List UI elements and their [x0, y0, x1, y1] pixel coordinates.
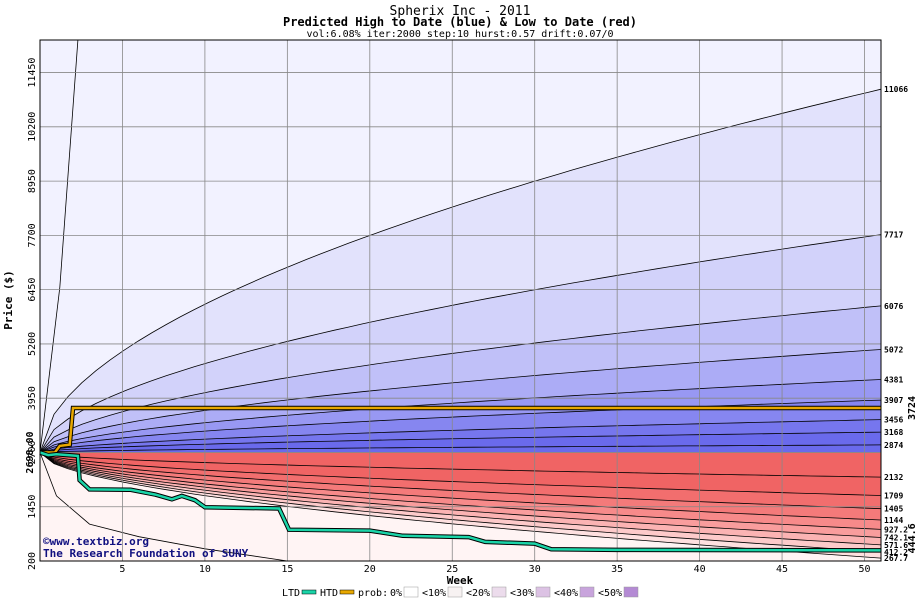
band-boundary-5 [39, 379, 882, 453]
band-end-label: 571.6 [884, 541, 908, 550]
high-band-9 [40, 444, 881, 453]
y-tick-label: 2700 [27, 440, 38, 464]
band-end-label: 2132 [884, 473, 903, 482]
band-end-label: 1405 [884, 505, 903, 514]
ltd-line [39, 451, 882, 552]
legend-prob-label: prob: [358, 588, 388, 599]
y-tick-label: 1450 [27, 495, 38, 519]
band-end-label: 5072 [884, 345, 903, 354]
legend-htd-swatch [339, 589, 355, 595]
band-boundary-17 [39, 452, 882, 553]
x-tick-label: 45 [776, 564, 788, 575]
band-boundary-4 [39, 349, 882, 453]
x-axis-label: Week [447, 574, 474, 587]
x-tick-label: 40 [694, 564, 706, 575]
legend-prob-swatch [623, 586, 639, 598]
legend-prob-item-label: <10% [422, 588, 446, 599]
y-tick-label: 5200 [27, 332, 38, 356]
chart-parameters: vol:6.08% iter:2000 step:10 hurst:0.57 d… [306, 29, 613, 40]
y-tick-label: 200 [27, 552, 38, 570]
htd-level-label: 3724 [907, 396, 918, 420]
band-boundary-14 [39, 452, 882, 530]
chart-subtitle: Predicted High to Date (blue) & Low to D… [283, 15, 637, 29]
band-boundary-8 [39, 431, 882, 453]
band-end-label: 1144 [884, 516, 903, 525]
band-end-label: 412.2 [884, 548, 908, 557]
y-tick-label: 10200 [27, 112, 38, 142]
y-axis-label: Price ($) [2, 270, 15, 330]
max-high-whisker [39, 39, 79, 453]
band-boundary-7 [39, 419, 882, 453]
band-end-labels: 11066 7717 6076 5072 4381 3907 3456 3168 2874 213… [884, 85, 918, 563]
x-tick-label: 25 [446, 564, 458, 575]
legend-prob-swatch [491, 586, 507, 598]
low-band-1 [40, 452, 881, 478]
band-end-label: 6076 [884, 302, 903, 311]
credit-website: ©www.textbiz.org [43, 535, 149, 548]
legend-prob-item-label: <30% [510, 588, 534, 599]
y-tick-label: 11450 [27, 58, 38, 88]
legend-prob-item-label: <20% [466, 588, 490, 599]
legend-prob-swatch [447, 586, 463, 598]
legend-prob-swatch [535, 586, 551, 598]
legend-prob-item-label: 0% [390, 588, 402, 599]
x-tick-label: 15 [281, 564, 293, 575]
y-tick-label: 8950 [27, 169, 38, 193]
legend-ltd-label: LTD [282, 588, 300, 599]
legend: LTD HTD prob: 0% <10% <20% <30% <40% <50% [282, 586, 639, 599]
band-boundary-10 [39, 452, 882, 478]
x-tick-label: 35 [611, 564, 623, 575]
x-tick-label: 30 [529, 564, 541, 575]
band-end-label: 11066 [884, 85, 908, 94]
band-end-label: 3456 [884, 416, 903, 425]
min-low-whisker [39, 452, 288, 562]
probability-bands [39, 39, 882, 562]
x-tick-label: 10 [199, 564, 211, 575]
grid-lines [40, 40, 881, 562]
band-end-label: 2874 [884, 441, 903, 450]
band-boundary-11 [39, 452, 882, 496]
band-boundary-2 [39, 234, 882, 453]
band-boundary-1 [39, 88, 882, 453]
x-tick-label: 5 [119, 564, 125, 575]
band-boundary-12 [39, 452, 882, 510]
start-price-label: 2698.00 [25, 431, 36, 473]
series-lines [39, 405, 882, 553]
y-tick-label: 3950 [27, 386, 38, 410]
band-end-label: 742.1 [884, 533, 908, 542]
legend-htd-label: HTD [320, 588, 338, 599]
x-tick-label: 50 [858, 564, 870, 575]
legend-prob-swatch [579, 586, 595, 598]
band-end-label: 4381 [884, 375, 903, 384]
y-tick-label: 6450 [27, 278, 38, 302]
band-end-label: 1709 [884, 491, 903, 500]
legend-prob-item-label: <40% [554, 588, 578, 599]
chart-title: Spherix Inc - 2011 [390, 4, 531, 19]
band-boundary-9 [39, 444, 882, 453]
y-tick-label: 7700 [27, 223, 38, 247]
y-axis-ticks: 200 1450 2700 3950 5200 6450 7700 8950 10200 1145… [25, 58, 38, 570]
band-end-label: 267.7 [884, 554, 908, 563]
band-boundary-15 [39, 452, 882, 538]
legend-prob-item-label: <50% [598, 588, 622, 599]
band-boundary-13 [39, 452, 882, 521]
band-end-label: 927.2 [884, 525, 908, 534]
band-boundary-6 [39, 399, 882, 453]
credit-foundation: The Research Foundation of SUNY [43, 547, 249, 560]
band-boundary-16 [39, 452, 882, 546]
band-end-label: 3168 [884, 428, 903, 437]
legend-ltd-swatch [301, 589, 317, 595]
ltd-level-label: 444.6 [907, 523, 918, 553]
legend-prob-swatch [403, 586, 419, 598]
band-end-label: 3907 [884, 396, 903, 405]
x-axis-ticks: 5 10 15 20 25 30 35 40 45 50 [119, 564, 870, 575]
plot-frame [39, 39, 882, 562]
band-end-label: 7717 [884, 231, 903, 240]
x-tick-label: 20 [364, 564, 376, 575]
